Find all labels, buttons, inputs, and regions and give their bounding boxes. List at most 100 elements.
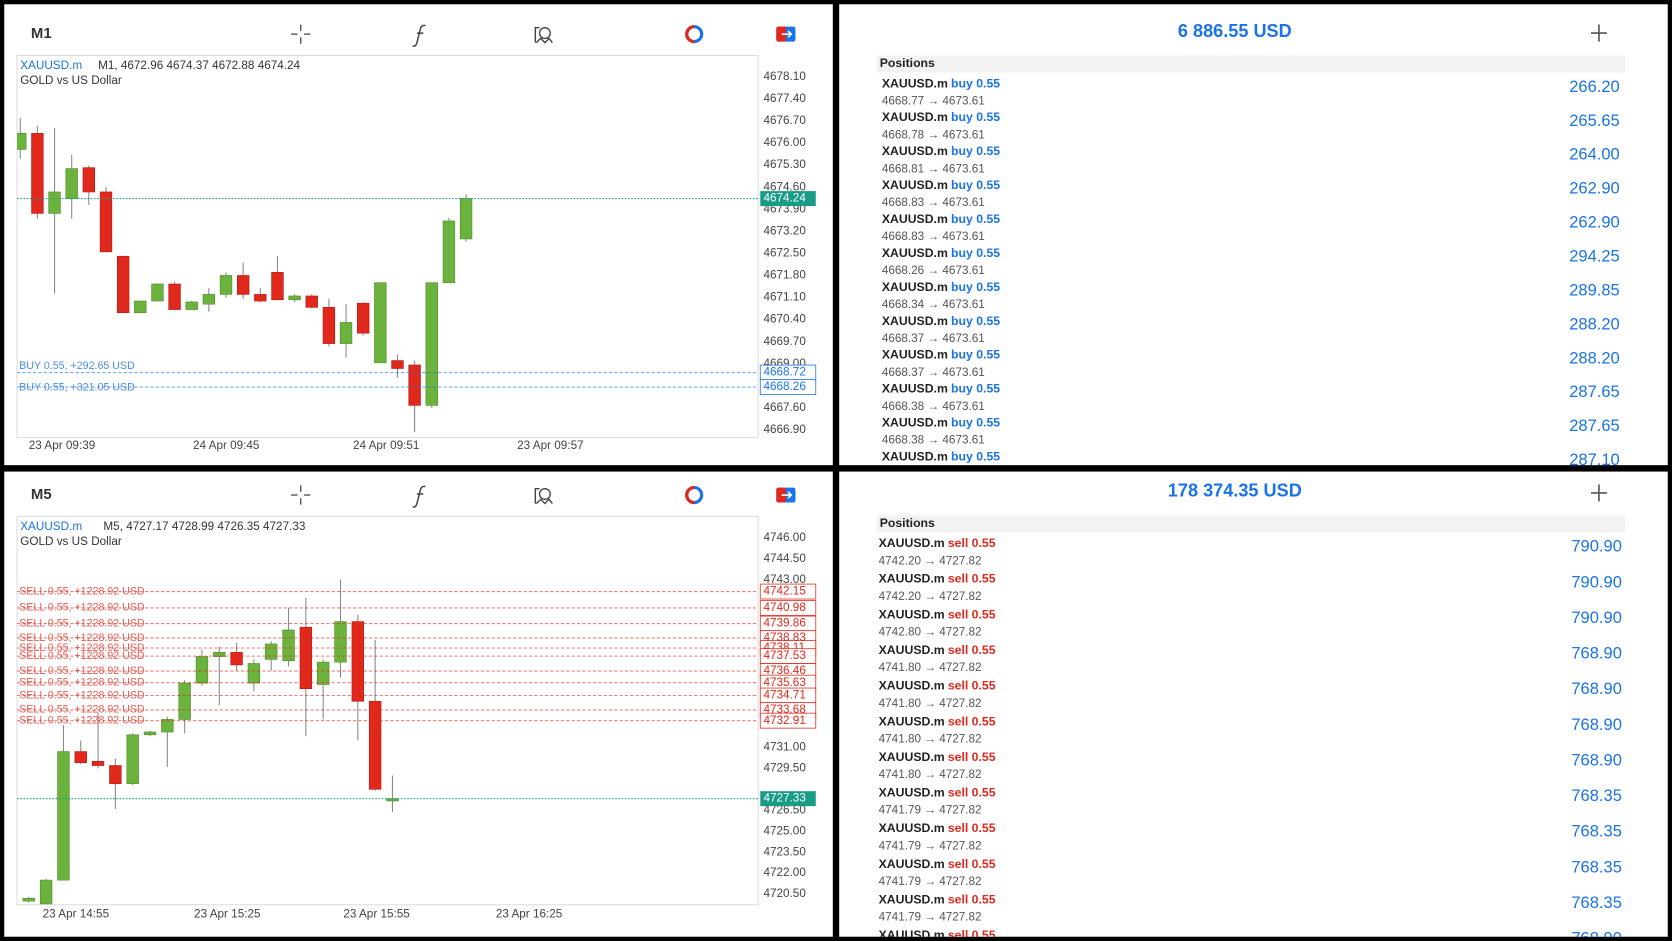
position-row[interactable]: XAUUSD.m buy 0.55 4668.37 → 4673.61 288.20 [882,314,1620,345]
position-prices: 4668.77 → 4673.61 [882,94,985,107]
y-tick-label: 4722.00 [763,866,806,879]
y-tick-label: 4676.00 [763,136,806,149]
position-title: XAUUSD.m buy 0.55 [882,110,1000,124]
position-row[interactable]: XAUUSD.m buy 0.55 4668.78 → 4673.61 265.65 [882,110,1620,141]
position-row[interactable]: XAUUSD.m buy 0.55 4668.81 → 4673.61 264.00 [882,144,1620,175]
order-label: SELL 0.55, +1228.92 USD [19,689,145,701]
candle-body [236,275,250,295]
position-title: XAUUSD.m buy 0.55 [882,416,1000,430]
position-row[interactable]: XAUUSD.m sell 0.55 4741.80 → 4727.82 768.90 [879,750,1622,781]
position-profit: 266.20 [1569,77,1620,96]
objects-icon[interactable] [534,27,553,44]
y-tick-label: 4671.10 [763,291,806,304]
candle-body [322,307,336,344]
position-row[interactable]: XAUUSD.m buy 0.55 4668.38 → 4673.61 287.65 [882,416,1620,447]
candle-body [126,734,139,785]
position-prices: 4741.79 → 4727.82 [879,804,982,817]
position-row[interactable]: XAUUSD.m buy 0.55 4668.37 → 4673.61 288.20 [882,348,1620,379]
order-price-tag-label: 4739.86 [763,617,805,630]
one-click-icon[interactable] [776,26,796,42]
position-title: XAUUSD.m sell 0.55 [879,893,996,907]
position-prices: 4668.26 → 4673.61 [882,264,985,277]
position-profit: 768.35 [1571,893,1622,912]
side: sell 0.55 [948,679,996,693]
order-label: SELL 0.55, +1228.92 USD [19,602,145,614]
position-title: XAUUSD.m buy 0.55 [882,280,1000,294]
chart-panel [4,471,833,937]
position-title: XAUUSD.m sell 0.55 [879,679,996,693]
position-row[interactable]: XAUUSD.m sell 0.55 4742.20 → 4727.82 790.90 [879,536,1622,567]
position-row[interactable]: XAUUSD.m sell 0.55 4742.20 → 4727.82 790.90 [879,572,1622,603]
add-button[interactable] [1590,24,1607,42]
position-row[interactable]: XAUUSD.m buy 0.55 4668.83 → 4673.61 262.90 [882,212,1620,243]
position-title: XAUUSD.m sell 0.55 [879,750,996,764]
crosshair-icon[interactable] [291,24,311,44]
current-price-label: 4674.24 [763,192,806,205]
candle-body [74,751,87,764]
current-price-tag [760,191,816,207]
symbol: XAUUSD.m [879,786,945,800]
x-tick-label: 23 Apr 15:25 [194,907,261,920]
candle-body [299,626,313,690]
position-profit: 294.25 [1569,246,1620,265]
timeframe: M5 [31,486,52,503]
crosshair-icon[interactable] [291,485,311,505]
position-row[interactable]: XAUUSD.m sell 0.55 4741.80 → 4727.82 768.90 [879,679,1622,710]
trade-icon[interactable] [685,25,704,44]
position-row[interactable]: XAUUSD.m sell 0.55 4741.80 → 4727.82 768.90 [879,643,1622,674]
y-tick-label: 4669.70 [763,335,806,348]
side: sell 0.55 [948,786,996,800]
order-label: SELL 0.55, +1228.92 USD [19,650,145,662]
position-title: XAUUSD.m buy 0.55 [882,314,1000,328]
position-row[interactable]: XAUUSD.m buy 0.55 4668.26 → 4673.61 294.25 [882,246,1620,277]
position-prices: 4742.20 → 4727.82 [879,554,982,567]
side: sell 0.55 [948,608,996,622]
side: sell 0.55 [948,750,996,764]
position-row[interactable]: XAUUSD.m sell 0.55 4741.79 → 4727.82 768.35 [879,893,1622,924]
order-price-tag-label: 4668.26 [763,380,805,393]
candle-body [134,300,147,314]
add-button[interactable] [1590,484,1607,502]
section-header [876,55,1626,73]
symbol: XAUUSD.m [879,857,945,871]
position-row[interactable]: XAUUSD.m sell 0.55 4741.79 → 4727.82 768.35 [879,821,1622,852]
order-price-tag-label: 4740.98 [763,601,806,614]
position-row[interactable]: XAUUSD.m sell 0.55 4741.79 → 4727.82 768.35 [879,857,1622,888]
position-prices: 4741.80 → 4727.82 [879,661,982,674]
position-row[interactable]: XAUUSD.m sell 0.55 4742.80 → 4727.82 790.90 [879,608,1622,639]
order-label: SELL 0.55, +1228.92 USD [19,632,145,644]
side: sell 0.55 [948,821,996,835]
position-row[interactable]: XAUUSD.m buy 0.55 4668.38 → 4673.61 287.65 [882,382,1620,413]
objects-icon[interactable] [534,487,553,505]
position-row[interactable]: XAUUSD.m buy 0.55 4668.34 → 4673.61 289.85 [882,280,1620,311]
trade-icon[interactable] [685,485,704,505]
indicator-icon[interactable] [412,485,426,508]
order-price-tag [759,583,817,600]
side: buy 0.55 [951,246,1000,260]
order-price-tag-label: 4668.72 [763,366,805,379]
quote: M1, 4672.96 4674.37 4672.88 4674.24 [98,59,300,72]
candle-body [305,295,318,308]
indicator-icon[interactable] [412,24,426,47]
one-click-icon[interactable] [776,487,796,503]
position-row[interactable]: XAUUSD.m buy 0.55 4668.77 → 4673.61 266.20 [882,77,1620,108]
position-row[interactable]: XAUUSD.m sell 0.55 4741.79 → 4727.82 768.35 [879,786,1622,817]
position-row[interactable]: XAUUSD.m buy 0.55 4668.83 → 4673.61 262.90 [882,178,1620,209]
position-title: XAUUSD.m buy 0.55 [882,212,1000,226]
y-tick-label: 4674.60 [763,180,806,193]
symbol: XAUUSD.m [879,536,945,550]
y-tick-label: 4678.10 [763,70,806,83]
position-row[interactable]: XAUUSD.m sell 0.55 4741.80 → 4727.82 768.90 [879,715,1622,746]
current-price-tag [760,791,816,807]
position-profit: 790.90 [1571,608,1622,627]
order-price-tag [759,712,817,729]
position-profit: 790.90 [1571,572,1622,591]
y-tick-label: 4744.50 [763,552,806,565]
candle-body [39,879,53,905]
position-prices: 4668.37 → 4673.61 [882,366,985,379]
symbol: XAUUSD.m [882,450,948,464]
y-tick-label: 4667.60 [763,401,806,414]
